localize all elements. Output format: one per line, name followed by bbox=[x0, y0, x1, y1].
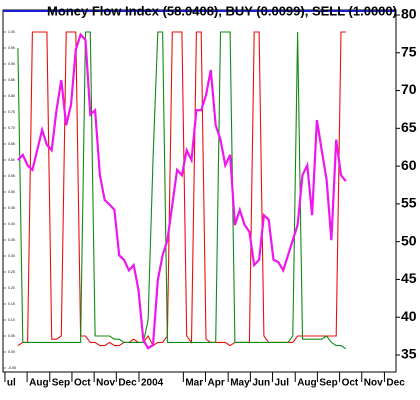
x-tick-label: Apr bbox=[208, 378, 225, 389]
series-line bbox=[17, 32, 347, 350]
x-tick-label: Jun bbox=[252, 378, 270, 389]
y-tick-label: 0.30 bbox=[8, 254, 15, 258]
x-tick-label: May bbox=[230, 378, 250, 389]
x-tick-label: Aug bbox=[297, 378, 316, 389]
series-line bbox=[17, 31, 346, 347]
x-tick-label: Oct bbox=[74, 378, 91, 389]
y-tick-label: 0.60 bbox=[8, 158, 15, 162]
y-tick-label: 0.85 bbox=[8, 78, 15, 82]
x-tick-label: Mar bbox=[185, 378, 203, 389]
x-tick-label: Nov bbox=[96, 378, 115, 389]
x-tick-label: Nov bbox=[364, 378, 383, 389]
x-tick-label: ul bbox=[7, 378, 16, 389]
y-tick-label: 1.00 bbox=[8, 30, 15, 34]
y-tick-label: 0.05 bbox=[8, 334, 15, 338]
x-tick-label: Dec bbox=[386, 378, 405, 389]
y2-tick-label: 80 bbox=[401, 6, 417, 22]
x-tick-label: Sep bbox=[52, 378, 70, 389]
y-tick-label: 0.70 bbox=[8, 126, 15, 130]
y-tick-label: 0.55 bbox=[8, 174, 15, 178]
y-tick-label: 0.00 bbox=[8, 350, 15, 354]
plot-frame bbox=[2, 9, 397, 373]
y2-tick-label: 45 bbox=[401, 270, 417, 286]
y-tick-label: 0.25 bbox=[8, 270, 15, 274]
y2-tick-label: 70 bbox=[401, 81, 417, 97]
y-tick-label: 0.40 bbox=[8, 222, 15, 226]
x-tick-label: Aug bbox=[29, 378, 48, 389]
y2-tick-label: 75 bbox=[401, 43, 417, 59]
x-tick-label: Jul bbox=[275, 378, 290, 389]
x-tick-label: Dec bbox=[118, 378, 137, 389]
y2-tick-label: 55 bbox=[401, 195, 417, 211]
y2-tick-label: 40 bbox=[401, 308, 417, 324]
y2-tick-label: 50 bbox=[401, 232, 417, 248]
chart-title: Money Flow Index (58.0408), BUY (0.0099)… bbox=[47, 3, 397, 18]
y-tick-label: -0.05 bbox=[8, 366, 16, 370]
y-tick-label: 0.75 bbox=[8, 110, 15, 114]
y-tick-label: 0.35 bbox=[8, 238, 15, 242]
y-tick-label: 0.90 bbox=[8, 62, 15, 66]
y-tick-label: 0.95 bbox=[8, 46, 15, 50]
y-tick-label: 0.15 bbox=[8, 302, 15, 306]
y-tick-label: 0.80 bbox=[8, 94, 15, 98]
y-tick-label: 0.45 bbox=[8, 206, 15, 210]
x-tick-label: Oct bbox=[342, 378, 359, 389]
y-tick-label: 0.50 bbox=[8, 190, 15, 194]
series-line bbox=[17, 31, 347, 350]
x-tick-label: Sep bbox=[319, 378, 337, 389]
y2-tick-label: 35 bbox=[401, 346, 417, 362]
y-tick-label: 0.10 bbox=[8, 318, 15, 322]
y-tick-label: 0.20 bbox=[8, 286, 15, 290]
y2-tick-label: 60 bbox=[401, 157, 417, 173]
x-tick-label: 2004 bbox=[141, 378, 164, 389]
y2-tick-label: 65 bbox=[401, 119, 417, 135]
y-tick-label: 0.65 bbox=[8, 142, 15, 146]
